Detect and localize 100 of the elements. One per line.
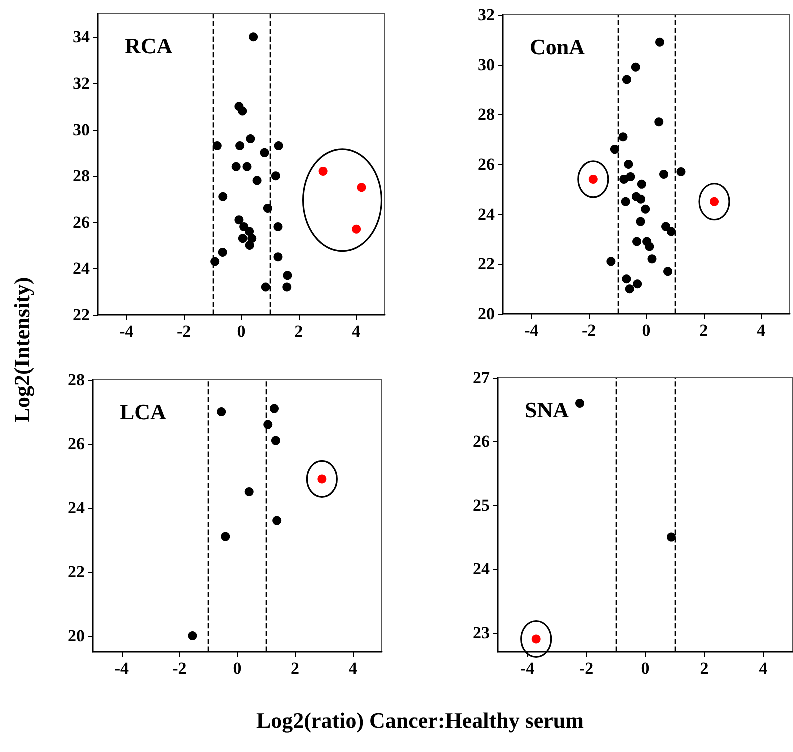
point [249,32,258,42]
point [654,118,664,127]
point [218,248,228,257]
text: ConA [530,34,586,60]
y-tick-label: 28 [478,105,495,124]
y-tick-label: 26 [473,432,490,452]
x-axis-title: Log2(ratio) Cancer:Healthy serum [256,708,584,734]
y-tick-label: 22 [478,254,495,274]
point [636,194,646,204]
point [245,227,254,236]
x-tick-label: -2 [579,659,594,678]
point [636,217,646,226]
point [248,234,257,244]
x-tick-label: 0 [642,321,651,340]
y-tick-label: 25 [473,496,490,515]
point [272,516,282,526]
point [662,222,671,232]
x-tick-label: -4 [114,659,130,678]
point [632,237,642,246]
x-tick-label: 0 [641,659,650,678]
x-tick-label: 4 [348,659,358,678]
y-tick-label: 24 [478,204,496,224]
y-tick-label: 30 [478,55,495,74]
y-tick-label: 26 [478,155,495,174]
x-tick-label: 2 [291,659,300,678]
point [261,282,270,292]
y-tick-label: 28 [73,166,90,186]
y-tick-label: 27 [473,368,490,388]
x-tick-label: 0 [233,659,242,678]
y-axis-title: Log2(Intensity) [9,277,36,423]
y-tick-label: 26 [68,434,85,454]
text: RCA [125,34,173,58]
point [633,280,642,289]
point [626,172,636,182]
y-tick-label: 20 [478,304,495,324]
x-tick-label: 2 [294,322,304,341]
x-tick-label: -2 [172,659,187,678]
point [274,141,284,150]
point [246,134,256,144]
point [625,284,634,294]
point [357,183,366,192]
point [352,224,362,234]
x-tick-label: -2 [582,321,596,340]
point [217,408,226,416]
y-tick-label: 26 [73,212,90,232]
point [212,141,222,150]
point [238,234,248,244]
point [283,271,292,280]
point [631,62,640,72]
point [621,197,630,206]
point [263,204,272,213]
point [260,148,270,158]
y-tick-label: 32 [478,6,495,24]
point [637,180,646,189]
y-tick-label: 28 [68,370,85,390]
point [610,145,620,154]
x-tick-label: -4 [524,321,540,340]
point [282,282,292,292]
x-tick-label: -4 [120,322,134,341]
point [656,38,664,47]
x-tick-label: 2 [700,321,708,340]
point [271,172,280,181]
point [660,170,669,179]
point [318,166,328,176]
point [221,532,230,542]
point [188,632,198,640]
point [618,132,628,142]
y-tick-label: 30 [73,120,90,140]
point [624,160,634,169]
y-tick-label: 23 [473,623,490,642]
point [245,241,254,250]
point [676,167,686,176]
text: LCA [120,400,167,424]
point [238,106,248,116]
point [648,254,657,264]
point [271,436,280,446]
point [218,192,228,202]
point [645,242,654,252]
point [274,252,283,262]
point [242,162,252,172]
y-tick-label: 22 [73,306,90,324]
y-tick-label: 24 [68,498,86,518]
text: SNA [525,398,570,422]
point [236,141,245,150]
y-tick-label: 20 [68,626,85,646]
y-tick-label: 32 [73,74,90,93]
point [622,75,632,84]
x-tick-label: -2 [177,322,192,341]
y-tick-label: 24 [73,259,90,278]
x-tick-label: 4 [352,322,362,341]
point [274,222,283,232]
point [641,204,650,214]
point [664,267,673,276]
point [666,227,676,236]
x-tick-label: 4 [757,321,766,340]
x-tick-label: 2 [700,659,709,678]
y-tick-label: 22 [68,562,85,582]
y-tick-label: 24 [473,560,490,579]
x-tick-label: -4 [520,659,536,678]
point [244,488,254,496]
